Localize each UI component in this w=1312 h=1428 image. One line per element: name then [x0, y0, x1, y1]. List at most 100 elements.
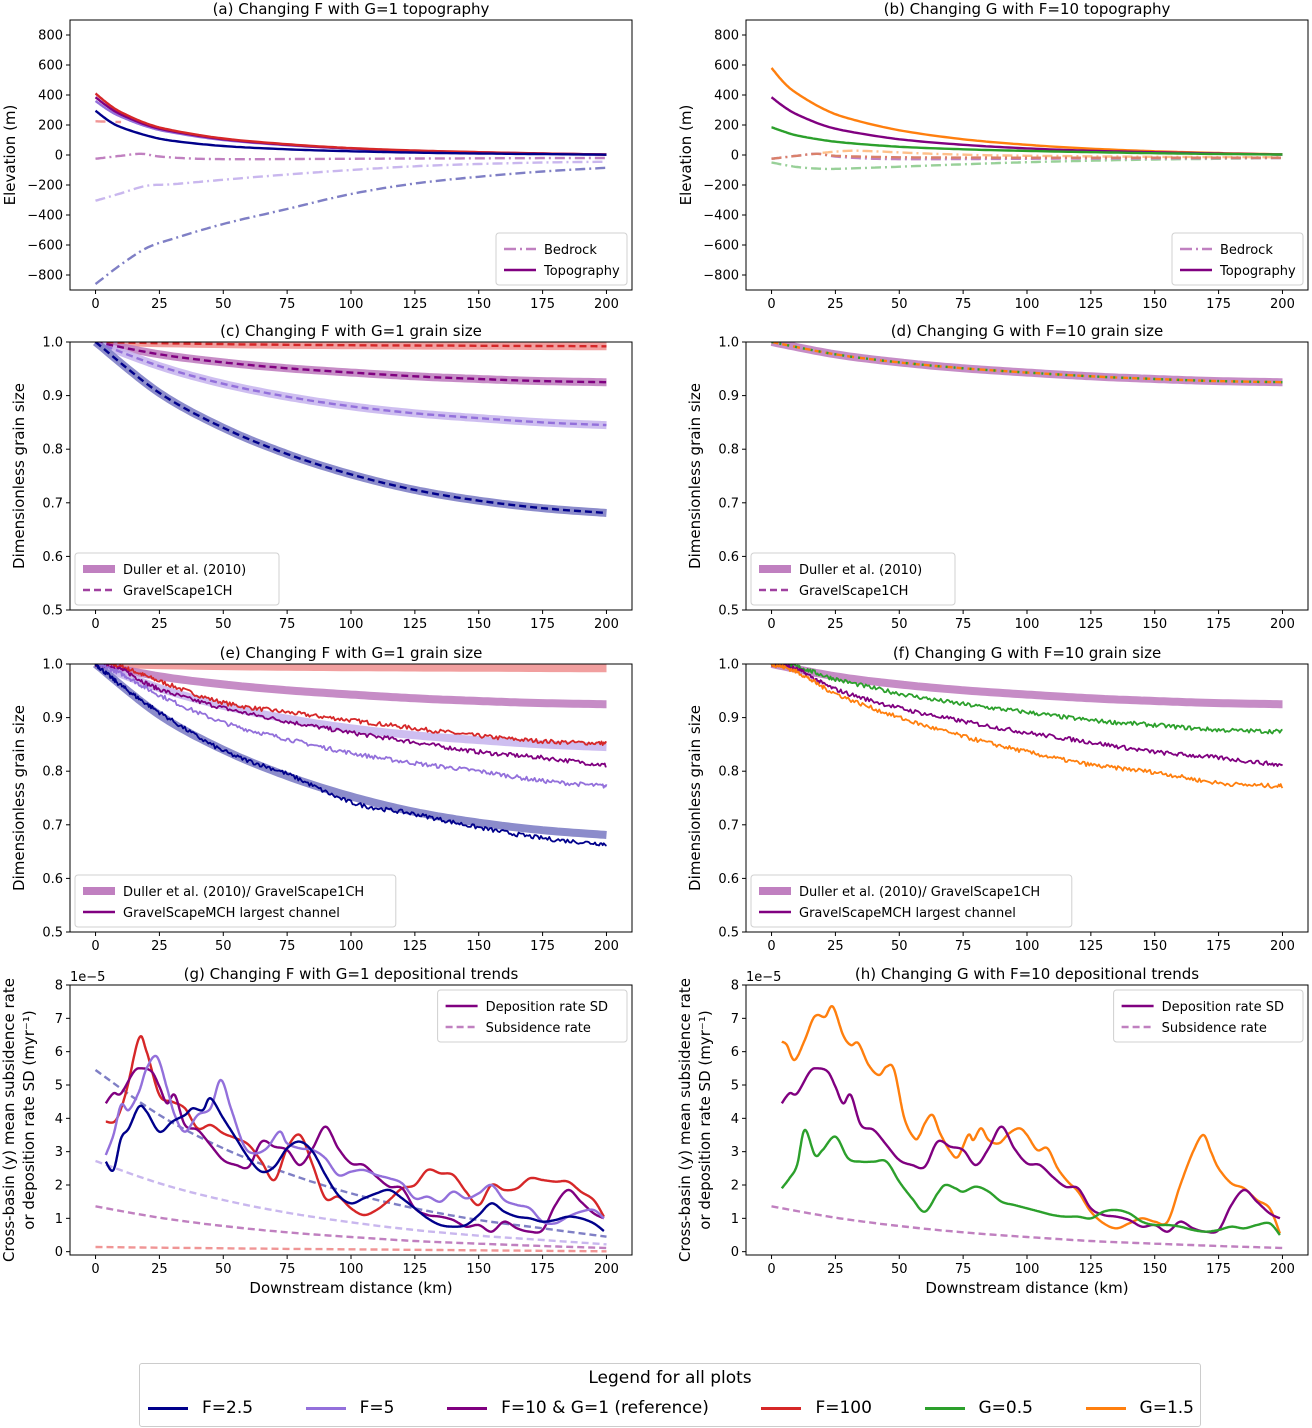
legend-frame [74, 552, 280, 606]
x-tick-label: 125 [402, 297, 427, 312]
panel-legend: Bedrock Topography [495, 232, 628, 286]
legend-label: Subsidence rate [1162, 1021, 1267, 1036]
series-line-duller [770, 342, 1284, 387]
x-tick-label: 50 [891, 939, 908, 954]
legend-label: G=1.5 [1139, 1398, 1194, 1418]
panel-legend: Duller et al. (2010) GravelScape1CH [74, 552, 280, 606]
legend-swatch [148, 1406, 188, 1410]
y-tick-label: 0.5 [718, 604, 739, 619]
legend-label: Deposition rate SD [1162, 1000, 1284, 1015]
y-tick-label: 0 [55, 149, 63, 164]
panel-h: 0 25 50 75 100 125 150 175 200 0 1 2 3 4 5 6 7 8 (h) Chang… [676, 965, 1309, 1297]
legend-item-f100: F=100 [761, 1398, 872, 1418]
series-line-g-0-5-topography [770, 126, 1283, 156]
x-tick-label: 125 [1078, 617, 1103, 632]
y-tick-label: 6 [731, 1045, 739, 1060]
panel-title: (h) Changing G with F=10 depositional tr… [855, 965, 1199, 983]
y-tick-label: 6 [55, 1045, 63, 1060]
x-tick-label: 0 [91, 617, 99, 632]
panel-d: 0 25 50 75 100 125 150 175 200 0.5 0.6 0.7 0.8 0.9 1.0… [686, 322, 1309, 632]
series-line-f-2-5-bedrock [94, 166, 607, 285]
legend-label: Subsidence rate [486, 1021, 591, 1036]
y-tick-label: 600 [714, 59, 739, 74]
panel-title: (d) Changing G with F=10 grain size [891, 322, 1164, 340]
x-tick-label: 100 [1015, 1262, 1040, 1277]
y-tick-label: 0.8 [42, 765, 63, 780]
panel-legend: Deposition rate SD Subsidence rate [437, 989, 628, 1043]
y-tick-label: −400 [27, 209, 63, 224]
y-tick-label: 0.9 [718, 711, 739, 726]
x-tick-label: 125 [402, 1262, 427, 1277]
plot-area [94, 1035, 607, 1253]
y-tick-label: 0.7 [718, 496, 739, 511]
y-axis-label: Cross-basin (y) mean subsidence rate [0, 978, 18, 1262]
x-tick-label: 175 [530, 617, 555, 632]
legend-item-reference: F=10 & G=1 (reference) [447, 1398, 709, 1418]
x-tick-label: 0 [767, 617, 775, 632]
panel-legend: Bedrock Topography [1171, 232, 1304, 286]
x-tick-label: 75 [279, 939, 296, 954]
y-tick-label: 2 [731, 1179, 739, 1194]
series-line-f-100-subsidence [95, 1245, 607, 1253]
legend-swatch [305, 1406, 346, 1410]
panel-legend: Duller et al. (2010) GravelScape1CH [750, 552, 956, 606]
legend-frame [750, 874, 1073, 928]
x-tick-label: 75 [279, 297, 296, 312]
x-tick-label: 25 [151, 297, 168, 312]
x-tick-label: 0 [91, 1262, 99, 1277]
series-line-f-10-gs1ch [95, 342, 607, 384]
x-tick-label: 100 [339, 297, 364, 312]
legend-item-f5: F=5 [305, 1398, 394, 1418]
y-tick-label: 800 [714, 29, 739, 44]
legend-label: Topography [1219, 264, 1296, 279]
x-tick-label: 200 [1270, 1262, 1295, 1277]
series-line-g-1-5-topography [770, 67, 1283, 156]
x-tick-label: 150 [1142, 617, 1167, 632]
series-line-f-5-bedrock [95, 160, 607, 202]
y-tick-label: −800 [27, 269, 63, 284]
y-tick-label: −600 [703, 239, 739, 254]
x-tick-label: 75 [955, 297, 972, 312]
plot-area [94, 92, 607, 285]
y-tick-label: 8 [731, 979, 739, 994]
x-tick-label: 50 [215, 297, 232, 312]
series-line-g-1-5-mch [771, 664, 1284, 789]
series-line-duller [770, 664, 1284, 709]
x-tick-label: 125 [402, 617, 427, 632]
x-tick-label: 25 [827, 939, 844, 954]
y-tick-label: −200 [703, 179, 739, 194]
series-line-f-5-topography [94, 100, 607, 156]
legend-frame [437, 989, 628, 1043]
y-tick-label: 0 [731, 149, 739, 164]
x-tick-label: 75 [279, 617, 296, 632]
figure-legend: Legend for all plots F=2.5 F=5 F=10 & G=… [139, 1363, 1201, 1427]
panel-title: (f) Changing G with F=10 grain size [893, 644, 1161, 662]
y-tick-label: 0 [55, 1245, 63, 1260]
legend-label: GravelScapeMCH largest channel [123, 906, 340, 921]
legend-frame [1171, 232, 1304, 286]
legend-frame [750, 552, 956, 606]
y-tick-label: 1.0 [42, 336, 63, 351]
x-tick-label: 75 [955, 1262, 972, 1277]
series-line-f-5-mch [95, 664, 608, 789]
series-line-g-1-5-deposition-sd [780, 1005, 1282, 1234]
legend-swatch [1085, 1406, 1126, 1410]
legend-frame [1113, 989, 1304, 1043]
y-tick-label: 0.6 [42, 550, 63, 565]
series-line-f-100-topography [94, 92, 607, 156]
x-tick-label: 125 [402, 939, 427, 954]
x-tick-label: 100 [1015, 617, 1040, 632]
x-tick-label: 125 [1078, 1262, 1103, 1277]
x-tick-label: 25 [827, 617, 844, 632]
y-tick-label: 3 [731, 1145, 739, 1160]
x-tick-label: 75 [279, 1262, 296, 1277]
x-tick-label: 0 [767, 939, 775, 954]
x-tick-label: 50 [891, 297, 908, 312]
x-tick-label: 175 [530, 297, 555, 312]
series-line-g-0-5-mch [770, 664, 1283, 735]
y-tick-label: 0 [731, 1245, 739, 1260]
legend-label: Duller et al. (2010)/ GravelScape1CH [799, 885, 1040, 900]
y-tick-label: 1 [55, 1212, 63, 1227]
y-tick-label: −600 [27, 239, 63, 254]
